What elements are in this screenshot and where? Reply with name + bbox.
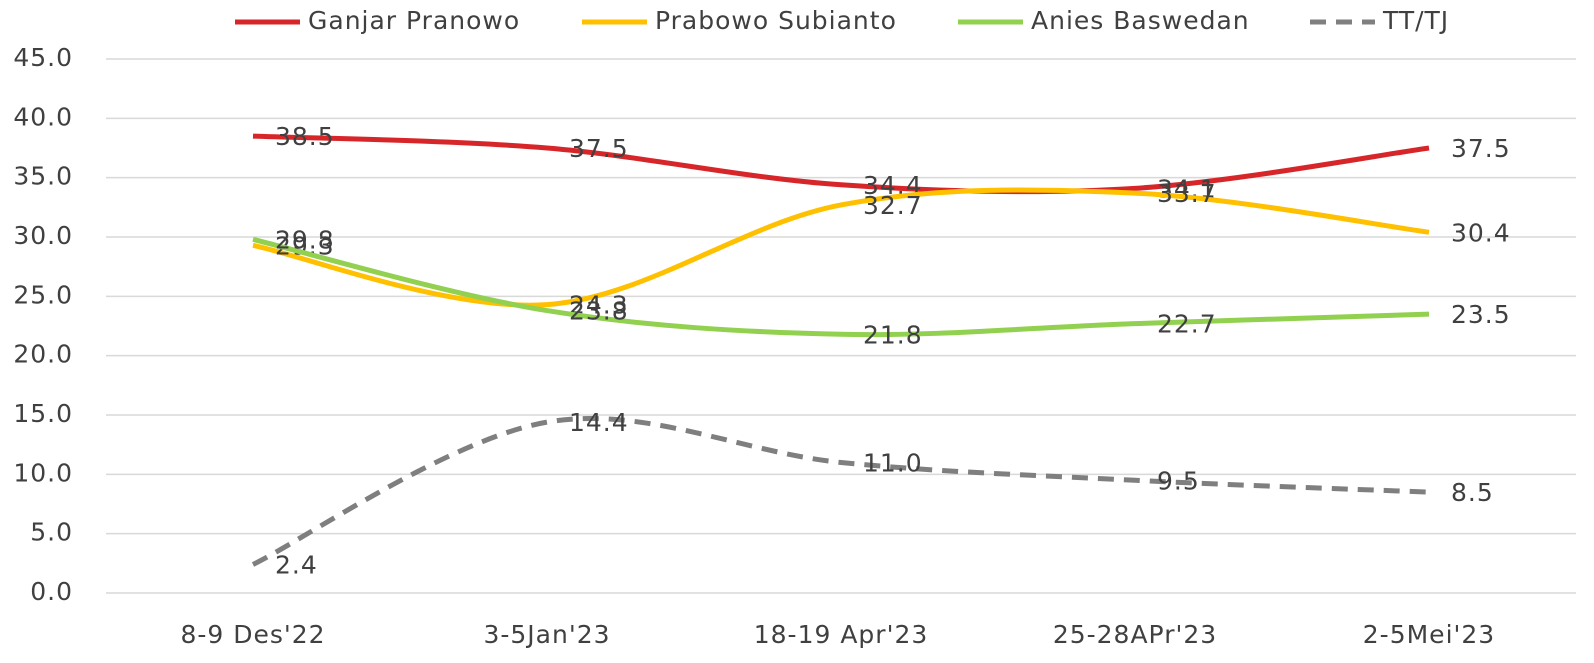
data-label: 37.5: [569, 134, 629, 163]
data-label: 33.7: [1157, 179, 1217, 208]
data-label: 22.7: [1157, 310, 1217, 339]
legend-label: TT/TJ: [1382, 6, 1449, 35]
x-tick-label: 25-28APr'23: [1053, 620, 1217, 649]
x-tick-label: 18-19 Apr'23: [754, 620, 929, 649]
y-tick-label: 10.0: [13, 458, 73, 487]
data-label: 30.4: [1451, 218, 1511, 247]
data-label: 21.8: [863, 320, 923, 349]
legend-label: Ganjar Pranowo: [308, 6, 520, 35]
x-tick-label: 3-5Jan'23: [483, 620, 610, 649]
series-line: [252, 133, 1430, 195]
legend-label: Anies Baswedan: [1031, 6, 1250, 35]
data-label: 8.5: [1451, 478, 1494, 507]
y-tick-label: 15.0: [13, 399, 73, 428]
x-tick-label: 2-5Mei'23: [1363, 620, 1495, 649]
y-tick-label: 25.0: [13, 280, 73, 309]
data-label: 14.4: [569, 408, 629, 437]
series-line: [251, 416, 1430, 567]
data-label: 23.8: [569, 297, 629, 326]
series-line: [252, 187, 1430, 308]
y-tick-label: 20.0: [13, 340, 73, 369]
data-label: 23.5: [1451, 300, 1511, 329]
y-tick-label: 45.0: [13, 43, 73, 72]
y-tick-label: 0.0: [30, 577, 73, 606]
data-label: 9.5: [1157, 466, 1200, 495]
data-label: 37.5: [1451, 134, 1511, 163]
data-label: 29.8: [275, 225, 335, 254]
data-label: 2.4: [275, 551, 318, 580]
y-tick-label: 35.0: [13, 162, 73, 191]
data-label: 11.0: [863, 448, 923, 477]
data-label: 38.5: [275, 122, 335, 151]
y-tick-label: 30.0: [13, 221, 73, 250]
x-tick-label: 8-9 Des'22: [180, 620, 325, 649]
series-line: [252, 236, 1430, 338]
data-label: 32.7: [863, 191, 923, 220]
legend-label: Prabowo Subianto: [655, 6, 897, 35]
y-tick-label: 40.0: [13, 102, 73, 131]
y-tick-label: 5.0: [30, 518, 73, 547]
